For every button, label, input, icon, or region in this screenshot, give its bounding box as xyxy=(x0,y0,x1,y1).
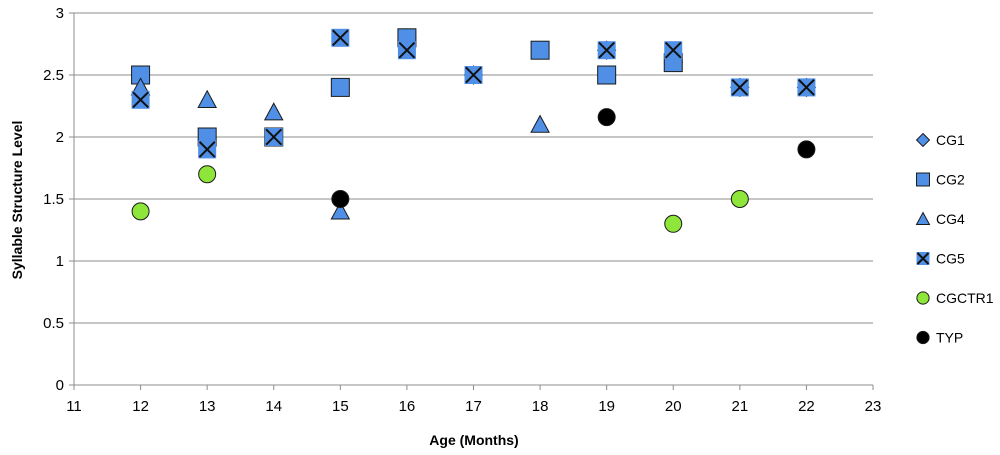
marker-shape xyxy=(197,89,218,108)
legend-marker xyxy=(916,172,930,187)
legend: CG1 CG2 CG4 CG5 CGCTR1 TYP xyxy=(915,132,994,346)
x-tick-label: 13 xyxy=(199,398,216,415)
gridlines xyxy=(74,12,873,324)
x-tick-label: 17 xyxy=(465,398,482,415)
data-point xyxy=(664,214,683,233)
legend-label: CG5 xyxy=(936,251,965,267)
x-tick-label: 15 xyxy=(332,398,349,415)
data-point xyxy=(530,40,550,60)
x-tick-label: 12 xyxy=(132,398,149,415)
marker-shape xyxy=(330,77,350,97)
marker-shape xyxy=(916,330,930,345)
marker-shape xyxy=(916,291,930,305)
data-point xyxy=(464,66,483,84)
legend-label: CG1 xyxy=(936,132,965,148)
data-point xyxy=(597,108,616,127)
x-tick-label: 21 xyxy=(731,398,748,415)
legend-label: CGCTR1 xyxy=(936,290,994,306)
marker-shape xyxy=(263,102,284,121)
y-tick-label: 3 xyxy=(56,5,64,22)
data-point xyxy=(730,190,749,208)
data-point xyxy=(197,89,218,108)
x-tick-label: 14 xyxy=(265,398,282,415)
marker-cross xyxy=(132,91,149,109)
data-points xyxy=(130,28,817,233)
data-point xyxy=(797,78,816,97)
y-tick-label: 0.5 xyxy=(43,315,64,332)
data-point xyxy=(797,140,816,159)
legend-marker xyxy=(916,330,930,345)
y-tick-label: 1.5 xyxy=(43,191,64,208)
marker-cross xyxy=(465,66,482,84)
data-point xyxy=(530,114,550,133)
y-tick-label: 1 xyxy=(56,253,64,270)
legend-marker xyxy=(916,291,930,305)
data-point xyxy=(730,78,749,97)
data-point xyxy=(397,41,416,60)
x-axis-title: Age (Months) xyxy=(429,432,518,448)
marker-cross xyxy=(916,252,930,265)
marker-cross xyxy=(331,29,349,47)
x-tick-label: 18 xyxy=(532,398,549,415)
data-point xyxy=(330,201,351,220)
marker-cross xyxy=(598,41,616,59)
series-cg1 xyxy=(130,28,817,98)
marker-shape xyxy=(797,140,816,159)
y-axis-title: Syllable Structure Level xyxy=(9,121,25,280)
marker-cross xyxy=(398,41,416,59)
marker-cross xyxy=(798,79,815,96)
legend-marker xyxy=(915,211,931,226)
x-tick-label: 19 xyxy=(598,398,615,415)
data-point xyxy=(264,128,283,146)
marker-shape xyxy=(730,190,749,208)
series-cg5 xyxy=(131,28,816,159)
y-tick-label: 2.5 xyxy=(43,67,64,84)
x-tick-label: 22 xyxy=(798,398,815,415)
legend-label: TYP xyxy=(936,330,963,346)
marker-shape xyxy=(530,40,550,60)
y-tick-label: 2 xyxy=(56,129,64,146)
data-point xyxy=(198,165,217,184)
legend-label: CG4 xyxy=(936,211,965,227)
x-tick-label: 23 xyxy=(865,398,882,415)
marker-shape xyxy=(915,132,931,148)
marker-shape xyxy=(331,190,350,208)
data-point xyxy=(330,77,350,97)
marker-cross xyxy=(731,79,749,96)
marker-shape xyxy=(597,108,616,127)
data-point xyxy=(597,41,616,60)
legend-marker xyxy=(915,132,931,148)
data-point xyxy=(597,65,617,85)
series-typ xyxy=(331,108,816,208)
marker-cross xyxy=(664,41,682,59)
legend-marker xyxy=(916,252,930,265)
x-tick-labels: 11 12 13 14 15 16 17 18 19 20 21 22 23 xyxy=(66,398,881,415)
data-point xyxy=(664,41,683,60)
y-tick-label: 0 xyxy=(56,377,64,394)
x-tick-label: 20 xyxy=(665,398,682,415)
axes xyxy=(69,12,874,390)
marker-shape xyxy=(530,114,550,133)
marker-shape xyxy=(131,202,150,221)
marker-shape xyxy=(915,211,931,226)
data-point xyxy=(131,202,150,221)
marker-shape xyxy=(330,201,351,220)
x-tick-label: 11 xyxy=(66,398,82,415)
marker-shape xyxy=(664,214,683,233)
data-point xyxy=(331,28,350,47)
marker-cross xyxy=(198,141,216,158)
series-cgctr1 xyxy=(131,165,749,233)
marker-shape xyxy=(916,172,930,187)
legend-label: CG2 xyxy=(936,172,965,188)
marker-shape xyxy=(597,65,617,85)
x-tick-label: 16 xyxy=(399,398,416,415)
data-point xyxy=(331,190,350,208)
marker-shape xyxy=(198,165,217,184)
y-tick-labels: 0 0.5 1 1.5 2 2.5 3 xyxy=(43,5,64,394)
data-point xyxy=(131,90,150,109)
data-point xyxy=(263,102,284,121)
marker-cross xyxy=(265,128,283,146)
data-point xyxy=(198,140,217,159)
